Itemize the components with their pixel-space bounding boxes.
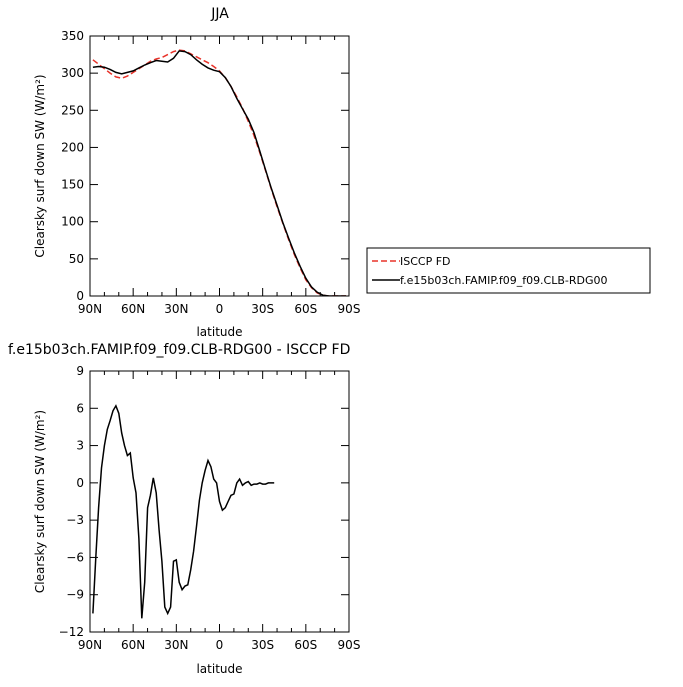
y-tick-label: 200 xyxy=(61,140,84,154)
x-tick-label: 60N xyxy=(121,638,145,652)
series-line-1 xyxy=(92,49,347,296)
chart-title: f.e15b03ch.FAMIP.f09_f09.CLB-RDG00 - ISC… xyxy=(8,342,350,358)
y-tick-label: −9 xyxy=(66,588,84,602)
x-tick-label: 30S xyxy=(251,638,274,652)
y-tick-label: 6 xyxy=(76,401,84,415)
y-tick-label: 350 xyxy=(61,29,84,43)
x-tick-label: 0 xyxy=(216,302,224,316)
y-tick-label: 0 xyxy=(76,476,84,490)
y-tick-label: 3 xyxy=(76,439,84,453)
y-tick-label: 250 xyxy=(61,103,84,117)
x-tick-label: 90S xyxy=(338,302,361,316)
x-tick-label: 30S xyxy=(251,302,274,316)
y-tick-label: 100 xyxy=(61,215,84,229)
x-tick-label: 60N xyxy=(121,302,145,316)
y-tick-label: 50 xyxy=(69,252,84,266)
x-tick-label: 90N xyxy=(78,302,102,316)
x-tick-label: 60S xyxy=(294,638,317,652)
x-tick-label: 90N xyxy=(78,638,102,652)
series-line-2 xyxy=(92,50,347,296)
x-tick-label: 60S xyxy=(294,302,317,316)
y-tick-label: 9 xyxy=(76,364,84,378)
x-tick-label: 90S xyxy=(338,638,361,652)
y-axis-label: Clearsky surf down SW (W/m²) xyxy=(33,410,47,593)
x-axis-label: latitude xyxy=(196,662,242,676)
y-tick-label: −12 xyxy=(59,625,84,639)
x-tick-label: 30N xyxy=(164,302,188,316)
x-axis-label: latitude xyxy=(196,325,242,339)
plot-frame xyxy=(89,35,350,297)
y-tick-label: 0 xyxy=(76,289,84,303)
legend-label: ISCCP FD xyxy=(400,255,451,268)
y-tick-label: 150 xyxy=(61,178,84,192)
chart-title: JJA xyxy=(210,6,229,22)
difference-line xyxy=(92,404,275,619)
legend-box xyxy=(366,247,651,294)
x-tick-label: 0 xyxy=(216,638,224,652)
y-axis-label: Clearsky surf down SW (W/m²) xyxy=(33,74,47,257)
y-tick-label: 300 xyxy=(61,66,84,80)
x-tick-label: 30N xyxy=(164,638,188,652)
y-tick-label: −3 xyxy=(66,513,84,527)
y-tick-label: −6 xyxy=(66,550,84,564)
legend-label: f.e15b03ch.FAMIP.f09_f09.CLB-RDG00 xyxy=(400,274,608,287)
